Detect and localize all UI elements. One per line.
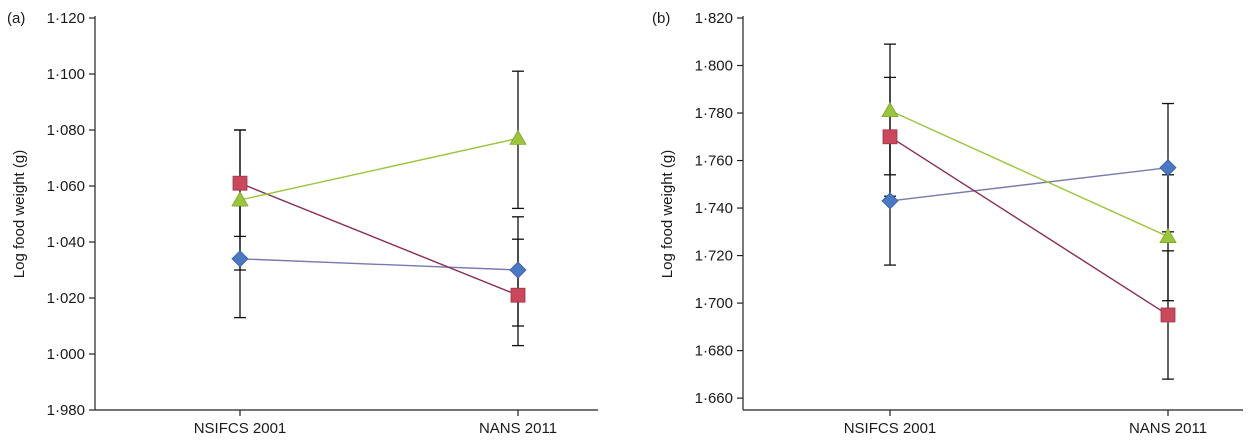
y-tick-label: 1·080 bbox=[47, 122, 85, 139]
y-tick-label: 1·680 bbox=[695, 343, 733, 360]
y-axis-title: Log food weight (g) bbox=[11, 150, 28, 278]
series-line-triangle bbox=[889, 110, 1169, 238]
y-tick-label: 1·700 bbox=[695, 295, 733, 312]
y-tick-label: 1·660 bbox=[695, 390, 733, 407]
y-tick-label: 1·100 bbox=[47, 66, 85, 83]
data-point-square bbox=[232, 175, 248, 191]
data-point-square bbox=[510, 287, 526, 303]
series-line-square bbox=[239, 182, 519, 296]
x-tick-label: NSIFCS 2001 bbox=[194, 420, 287, 437]
data-point-diamond bbox=[231, 250, 249, 268]
y-tick-label: 1·120 bbox=[47, 10, 85, 27]
y-tick-label: 1·760 bbox=[695, 153, 733, 170]
panel-label: (b) bbox=[652, 10, 670, 27]
y-tick-label: 1·780 bbox=[695, 105, 733, 122]
y-tick-label: 1·980 bbox=[47, 402, 85, 419]
y-tick-label: 1·060 bbox=[47, 178, 85, 195]
x-tick-label: NANS 2011 bbox=[1129, 420, 1207, 437]
panel-b: (b) 1·660 1·680 1·700 1·720 1·740 1·760 1·780 1·… bbox=[652, 10, 1243, 437]
y-tick-label: 1·740 bbox=[695, 200, 733, 217]
series-line-square bbox=[889, 136, 1169, 316]
data-point-square bbox=[1160, 307, 1176, 323]
y-tick-label: 1·720 bbox=[695, 248, 733, 265]
panel-label: (a) bbox=[7, 10, 25, 27]
y-tick-label: 1·800 bbox=[695, 58, 733, 75]
data-point-triangle bbox=[509, 129, 527, 145]
y-tick-label: 1·040 bbox=[47, 234, 85, 251]
y-tick-label: 1·000 bbox=[47, 346, 85, 363]
data-point-triangle bbox=[881, 101, 899, 118]
series-line-diamond bbox=[239, 258, 519, 271]
series-line-triangle bbox=[239, 137, 519, 201]
data-point-diamond bbox=[881, 192, 899, 210]
data-point-triangle bbox=[231, 191, 249, 207]
data-point-triangle bbox=[1159, 227, 1177, 243]
y-axis-title: Log food weight (g) bbox=[659, 150, 676, 278]
data-point-diamond bbox=[509, 261, 527, 279]
panel-a: (a) 1·980 1·000 1·020 1·040 1·060 1·080 1·100 1·… bbox=[7, 10, 598, 437]
y-tick-label: 1·820 bbox=[695, 10, 733, 27]
series-line-diamond bbox=[889, 166, 1169, 202]
x-tick-label: NANS 2011 bbox=[479, 420, 557, 437]
x-tick-label: NSIFCS 2001 bbox=[844, 420, 937, 437]
data-point-diamond bbox=[1159, 159, 1177, 177]
y-tick-label: 1·020 bbox=[47, 290, 85, 307]
data-point-square bbox=[882, 129, 898, 145]
